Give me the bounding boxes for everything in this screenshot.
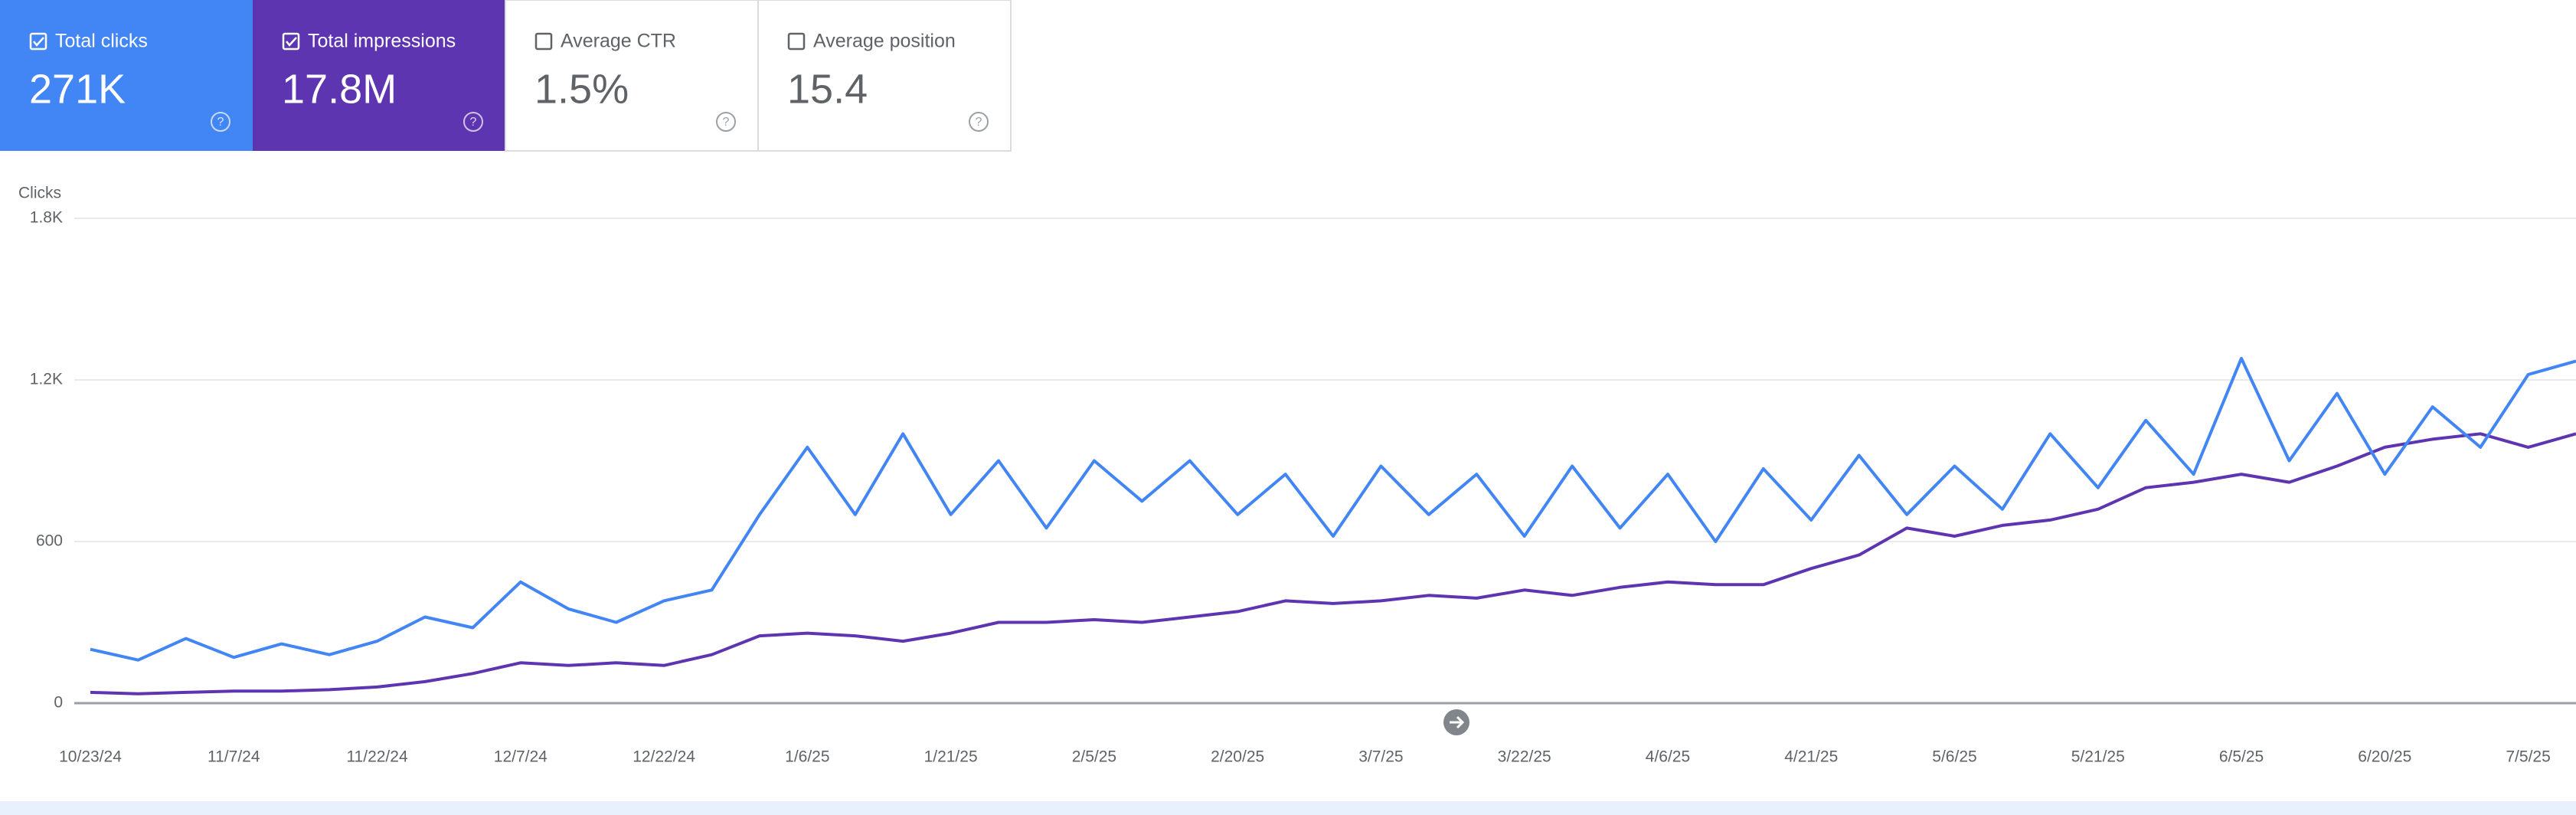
checkmark bbox=[286, 37, 297, 47]
y-tick-label: 0 bbox=[54, 694, 63, 712]
help-glyph: ? bbox=[217, 116, 224, 129]
checkmark bbox=[33, 37, 44, 47]
x-tick-label: 2/20/25 bbox=[1211, 748, 1264, 766]
help-icon bbox=[969, 112, 989, 132]
x-tick-label: 6/5/25 bbox=[2219, 748, 2264, 766]
y-tick-label: 1.2K bbox=[30, 371, 63, 388]
metric-value: 17.8M bbox=[282, 66, 397, 112]
help-glyph: ? bbox=[976, 116, 982, 129]
metric-value: 271K bbox=[29, 66, 126, 112]
card-bg bbox=[0, 0, 253, 151]
x-tick-label: 3/7/25 bbox=[1358, 748, 1403, 766]
x-tick-label: 11/7/24 bbox=[208, 748, 260, 766]
help-glyph: ? bbox=[723, 116, 730, 129]
metric-card[interactable]: Average position 15.4? bbox=[757, 0, 1012, 152]
x-tick-label: 1/21/25 bbox=[924, 748, 978, 766]
card-bg bbox=[757, 0, 1012, 152]
bottom-strip bbox=[0, 801, 2576, 815]
x-tick-label: 5/21/25 bbox=[2071, 748, 2125, 766]
help-icon bbox=[716, 112, 736, 132]
x-tick-label: 10/23/24 bbox=[59, 748, 122, 766]
metric-card[interactable]: Total impressions 17.8M? bbox=[253, 0, 505, 151]
annotation-arrow bbox=[1450, 715, 1465, 729]
checkbox bbox=[282, 32, 300, 51]
series-line bbox=[90, 356, 2576, 662]
checkbox bbox=[534, 32, 553, 51]
y-tick-label: 600 bbox=[36, 532, 63, 550]
x-tick-label: 1/6/25 bbox=[785, 748, 829, 766]
help-icon bbox=[463, 112, 483, 132]
y-tick-label: 1.8K bbox=[30, 209, 63, 227]
x-tick-label: 6/20/25 bbox=[2358, 748, 2411, 766]
x-tick-label: 4/6/25 bbox=[1646, 748, 1690, 766]
metric-label: Total impressions bbox=[308, 31, 456, 52]
x-tick-label: 3/22/25 bbox=[1498, 748, 1551, 766]
x-tick-label: 11/22/24 bbox=[346, 748, 408, 766]
metric-value: 15.4 bbox=[787, 66, 868, 112]
y-axis-label: Clicks bbox=[18, 185, 61, 202]
x-tick-label: 4/21/25 bbox=[1784, 748, 1838, 766]
x-tick-label: 7/5/25 bbox=[2506, 748, 2550, 766]
checkbox bbox=[787, 32, 806, 51]
card-bg bbox=[253, 0, 505, 151]
help-glyph: ? bbox=[470, 116, 477, 129]
metric-label: Average position bbox=[813, 31, 956, 52]
x-tick-label: 12/7/24 bbox=[494, 748, 548, 766]
metric-card[interactable]: Average CTR 1.5%? bbox=[505, 0, 759, 152]
x-tick-label: 2/5/25 bbox=[1072, 748, 1116, 766]
metric-value: 1.5% bbox=[534, 66, 629, 112]
help-icon bbox=[211, 112, 230, 132]
series-line bbox=[90, 432, 2576, 696]
card-bg bbox=[505, 0, 759, 152]
x-tick-label: 12/22/24 bbox=[633, 748, 695, 766]
metric-label: Average CTR bbox=[561, 31, 676, 52]
x-tick-label: 5/6/25 bbox=[1932, 748, 1976, 766]
metric-label: Total clicks bbox=[55, 31, 148, 52]
metric-card[interactable]: Total clicks 271K? bbox=[0, 0, 253, 151]
checkbox bbox=[29, 32, 47, 51]
